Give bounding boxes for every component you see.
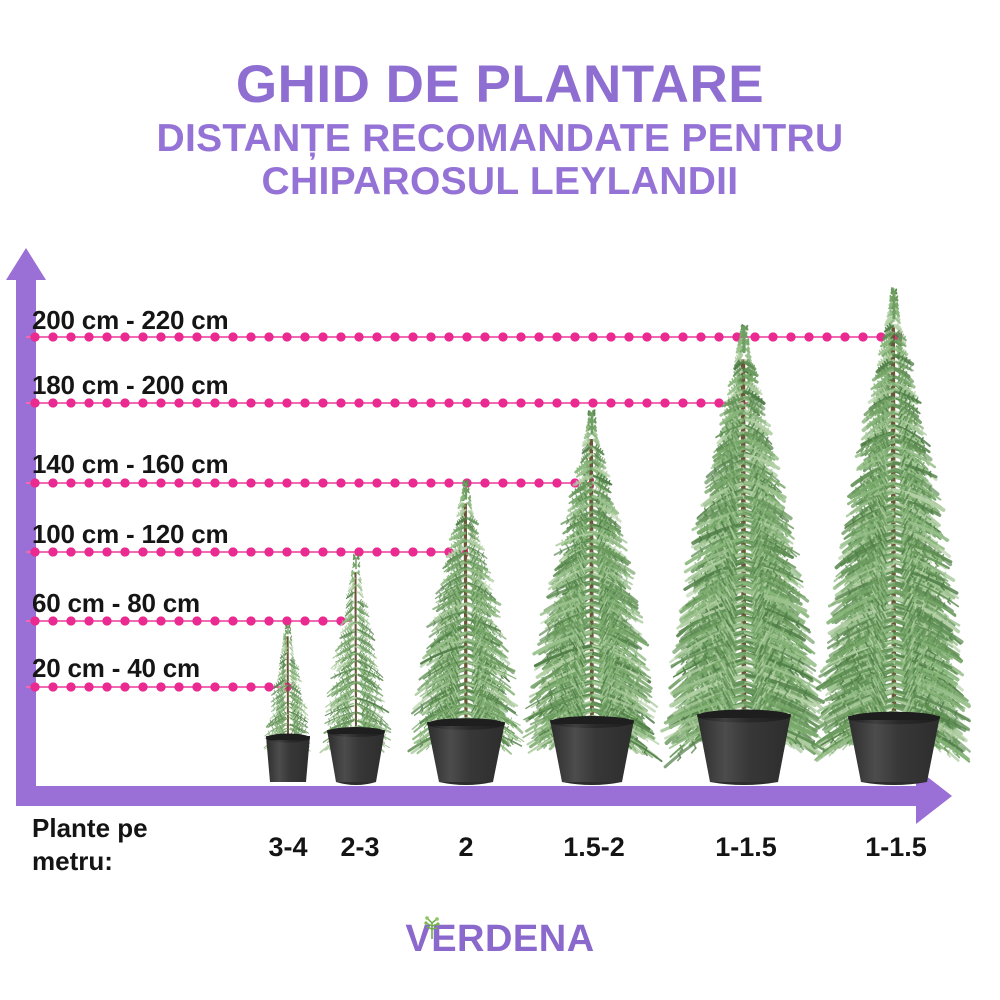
plants-per-meter-value-3: 2: [458, 832, 474, 862]
height-label-4: 100 cm - 120 cm: [32, 519, 229, 549]
page-subtitle-line1: DISTANȚE RECOMANDATE PENTRU: [156, 117, 844, 160]
tree-6: [802, 274, 986, 786]
horizontal-axis: [16, 786, 918, 806]
height-label-3: 140 cm - 160 cm: [32, 449, 229, 479]
plants-per-meter-value-6: 1-1.5: [865, 832, 927, 862]
arrow-up-icon: [6, 248, 46, 280]
plants-per-meter-value-4: 1.5-2: [563, 832, 625, 862]
tree-6-illustration: [802, 274, 986, 786]
plants-per-meter-value-5: 1-1.5: [715, 832, 777, 862]
leaf-sprig-icon: [424, 916, 440, 939]
height-label-2: 180 cm - 200 cm: [32, 370, 229, 400]
plants-per-meter-value-2: 2-3: [340, 832, 380, 862]
page-subtitle-line2: CHIPAROSUL LEYLANDII: [261, 160, 739, 203]
tree-2: [307, 540, 405, 786]
height-label-6: 20 cm - 40 cm: [32, 653, 200, 683]
plants-per-meter-value-1: 3-4: [268, 832, 308, 862]
page-title: GHID DE PLANTARE: [235, 55, 765, 114]
tree-2-illustration: [307, 540, 405, 786]
height-label-1: 200 cm - 220 cm: [32, 305, 229, 335]
x-axis-caption: Plante pe metru:: [32, 813, 148, 876]
title-block: GHID DE PLANTARE DISTANȚE RECOMANDATE PE…: [0, 58, 1000, 201]
bead-measure-line-6: [26, 681, 294, 693]
height-label-5: 60 cm - 80 cm: [32, 588, 200, 618]
tree-4: [511, 396, 673, 786]
brand-logo[interactable]: VERDENA: [0, 916, 1000, 961]
tree-4-illustration: [511, 396, 673, 786]
